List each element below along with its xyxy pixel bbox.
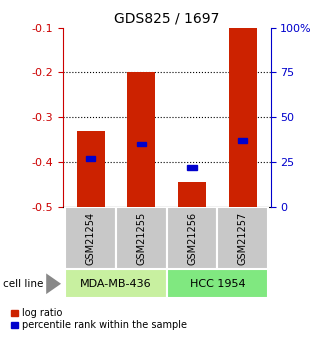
Bar xyxy=(178,182,206,207)
Text: cell line: cell line xyxy=(3,279,44,289)
Bar xyxy=(238,138,247,143)
Bar xyxy=(167,207,217,269)
Bar xyxy=(86,156,95,161)
Bar xyxy=(65,207,116,269)
Title: GDS825 / 1697: GDS825 / 1697 xyxy=(114,11,219,25)
Text: GSM21254: GSM21254 xyxy=(85,211,96,265)
Text: GSM21255: GSM21255 xyxy=(136,211,146,265)
Bar xyxy=(167,269,268,298)
Bar xyxy=(65,269,167,298)
Text: MDA-MB-436: MDA-MB-436 xyxy=(80,279,152,289)
Bar xyxy=(187,165,197,170)
Bar xyxy=(137,142,146,146)
Text: GSM21257: GSM21257 xyxy=(238,211,248,265)
Text: GSM21256: GSM21256 xyxy=(187,211,197,265)
Legend: log ratio, percentile rank within the sample: log ratio, percentile rank within the sa… xyxy=(12,308,187,331)
Bar xyxy=(116,207,167,269)
Bar xyxy=(77,131,105,207)
Bar xyxy=(229,28,257,207)
Bar xyxy=(127,72,155,207)
Text: HCC 1954: HCC 1954 xyxy=(189,279,245,289)
Polygon shape xyxy=(46,273,61,294)
Bar xyxy=(217,207,268,269)
